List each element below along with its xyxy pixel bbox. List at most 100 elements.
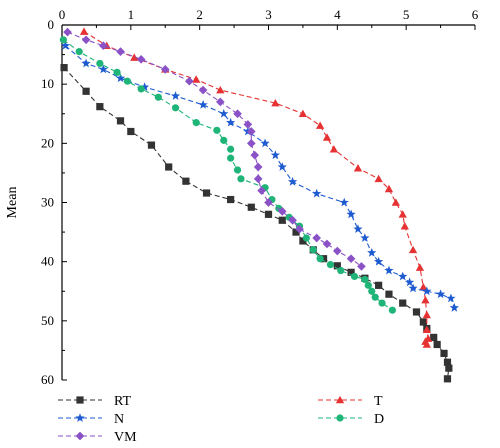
series-point-d (309, 246, 317, 254)
legend-marker-n (75, 413, 85, 422)
series-point-rt (292, 228, 300, 236)
x-tick-label: 1 (128, 7, 135, 22)
x-tick-label: 4 (334, 7, 341, 22)
series-point-t (421, 295, 430, 304)
series-point-d (350, 272, 359, 281)
y-tick-label: 0 (48, 17, 55, 32)
series-point-rt (299, 237, 307, 245)
plot-area (59, 27, 459, 383)
series-point-vm (277, 207, 287, 216)
series-point-d (113, 68, 121, 76)
series-point-vm (264, 198, 273, 207)
series-point-t (408, 245, 418, 254)
series-vm (63, 27, 366, 271)
series-point-d (213, 126, 221, 134)
series-point-vm (295, 224, 304, 234)
series-point-n (384, 265, 394, 275)
series-point-n (339, 197, 349, 207)
series-point-d (220, 136, 228, 144)
series-point-d (326, 261, 335, 269)
series-d (59, 36, 396, 314)
series-point-n (435, 289, 446, 299)
series-point-vm (253, 162, 263, 172)
series-point-t (315, 121, 325, 129)
series-point-rt (82, 87, 90, 95)
legend-marker-t (335, 395, 345, 404)
series-point-vm (357, 262, 366, 271)
legend-item-vm: VM (58, 430, 137, 445)
series-point-rt (247, 203, 255, 211)
series-point-n (287, 176, 298, 186)
series-point-t (422, 340, 431, 348)
series-point-n (260, 138, 270, 148)
legend-item-rt: RT (58, 394, 131, 409)
series-point-vm (288, 215, 297, 225)
series-point-vm (116, 47, 125, 56)
legend-item-n: N (58, 412, 124, 427)
series-point-d (96, 59, 104, 68)
series-point-t (130, 53, 139, 61)
series-point-t (216, 85, 225, 94)
series-point-d (388, 306, 396, 314)
x-tick-label: 2 (196, 7, 203, 22)
series-point-t (271, 98, 280, 107)
x-tick-label: 0 (59, 7, 66, 22)
series-line-rt (63, 67, 450, 379)
series-point-rt (445, 364, 453, 372)
series-point-t (329, 145, 339, 153)
series-point-d (59, 36, 67, 44)
series-point-t (422, 310, 431, 319)
series-point-vm (63, 27, 72, 37)
series-point-vm (257, 186, 266, 195)
series-point-t (374, 174, 383, 183)
series-point-rt (347, 268, 355, 276)
series-point-n (360, 233, 370, 242)
series-point-vm (322, 239, 332, 249)
y-tick-label: 40 (41, 254, 54, 269)
series-point-rt (278, 216, 286, 224)
legend-item-t: T (318, 394, 383, 409)
series-point-rt (202, 189, 211, 197)
y-axis-title: Mean (5, 187, 20, 219)
series-point-rt (165, 163, 173, 171)
series-point-n (198, 100, 208, 109)
series-point-d (171, 104, 180, 112)
series-point-n (139, 82, 150, 92)
series-point-vm (233, 109, 242, 119)
series-point-n (446, 293, 456, 303)
series-point-n (374, 256, 384, 266)
series-point-rt (443, 358, 452, 366)
series-point-vm (346, 254, 356, 264)
series-point-vm (185, 76, 194, 86)
series-point-n (60, 40, 71, 50)
series-point-n (408, 283, 418, 293)
series-point-rt (264, 210, 273, 218)
series-point-d (302, 234, 310, 242)
series-point-n (367, 247, 377, 257)
series-point-d (227, 145, 235, 153)
series-point-n (219, 108, 229, 118)
series-point-d (123, 77, 131, 85)
series-point-d (368, 287, 376, 295)
x-tick-label: 6 (472, 7, 479, 22)
series-t (79, 27, 433, 348)
series-point-n (98, 64, 108, 74)
series-point-vm (215, 97, 225, 107)
series-point-d (233, 166, 242, 174)
series-point-n (81, 58, 91, 68)
series-point-rt (96, 103, 104, 111)
series-point-t (398, 210, 407, 218)
series-point-rt (440, 349, 448, 357)
y-tick-label: 10 (41, 76, 54, 91)
series-point-vm (312, 233, 322, 243)
series-point-n (404, 277, 415, 287)
series-point-rt (116, 117, 125, 125)
series-point-n (422, 286, 432, 296)
legend-label-t: T (374, 394, 383, 409)
series-point-rt (419, 318, 427, 326)
series-point-t (353, 164, 363, 172)
series-point-n (312, 188, 322, 198)
legend-label-rt: RT (114, 394, 131, 409)
series-point-n (270, 150, 281, 160)
